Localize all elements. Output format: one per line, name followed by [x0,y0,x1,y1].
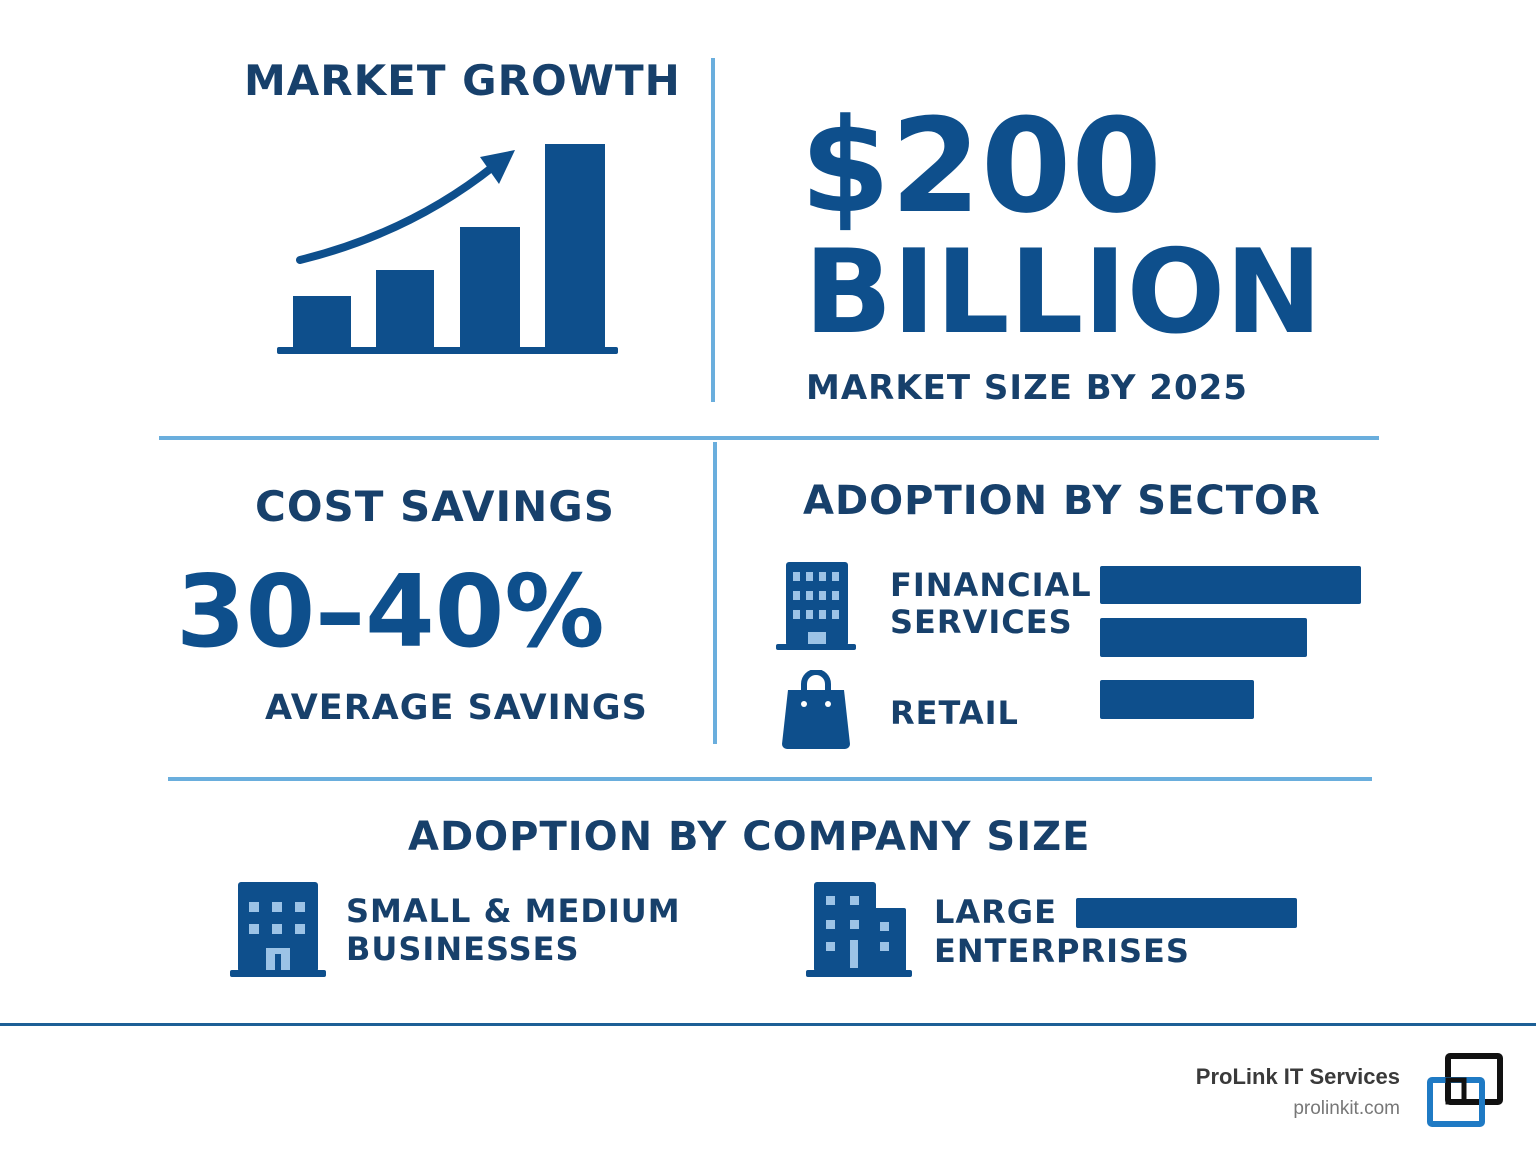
footer-website-link[interactable]: prolinkit.com [1293,1098,1400,1119]
cost-savings-title: COST SAVINGS [255,482,615,531]
large-building-icon [806,882,912,977]
office-building-icon [776,562,856,650]
segment-label-smb-line1: SMALL & MEDIUM [346,892,681,930]
sector-label-financial-line2: SERVICES [890,603,1073,641]
prolink-logo-icon [1427,1053,1503,1127]
divider-top-vertical [711,58,715,402]
segment-label-large-line2: ENTERPRISES [934,932,1190,970]
sector-bar-financial-1 [1100,566,1361,604]
footer-rule [0,1023,1536,1026]
segment-label-large-line1: LARGE [934,893,1057,931]
market-size-value-line1: $200 [800,90,1162,242]
sector-bar-financial-2 [1100,618,1307,657]
market-size-value-line2: BILLION [804,225,1323,360]
shopping-bag-icon [782,670,850,749]
segment-label-smb-line2: BUSINESSES [346,930,580,968]
sector-bar-retail [1100,680,1254,719]
divider-middle-vertical [713,442,717,744]
market-growth-title: MARKET GROWTH [244,56,681,105]
cost-savings-value: 30–40% [176,553,605,670]
small-building-icon [230,882,326,977]
market-size-caption: MARKET SIZE BY 2025 [806,368,1248,408]
segment-bar-large [1076,898,1297,928]
adoption-by-company-size-title: ADOPTION BY COMPANY SIZE [408,814,1091,860]
divider-bottom-horizontal [168,777,1372,781]
divider-middle-horizontal [159,436,1379,440]
sector-label-retail: RETAIL [890,694,1019,732]
bar-chart-growth-icon [277,144,618,354]
footer-company-name: ProLink IT Services [1195,1064,1400,1089]
cost-savings-caption: AVERAGE SAVINGS [265,688,648,728]
sector-label-financial-line1: FINANCIAL [890,566,1092,604]
adoption-by-sector-title: ADOPTION BY SECTOR [803,478,1321,524]
